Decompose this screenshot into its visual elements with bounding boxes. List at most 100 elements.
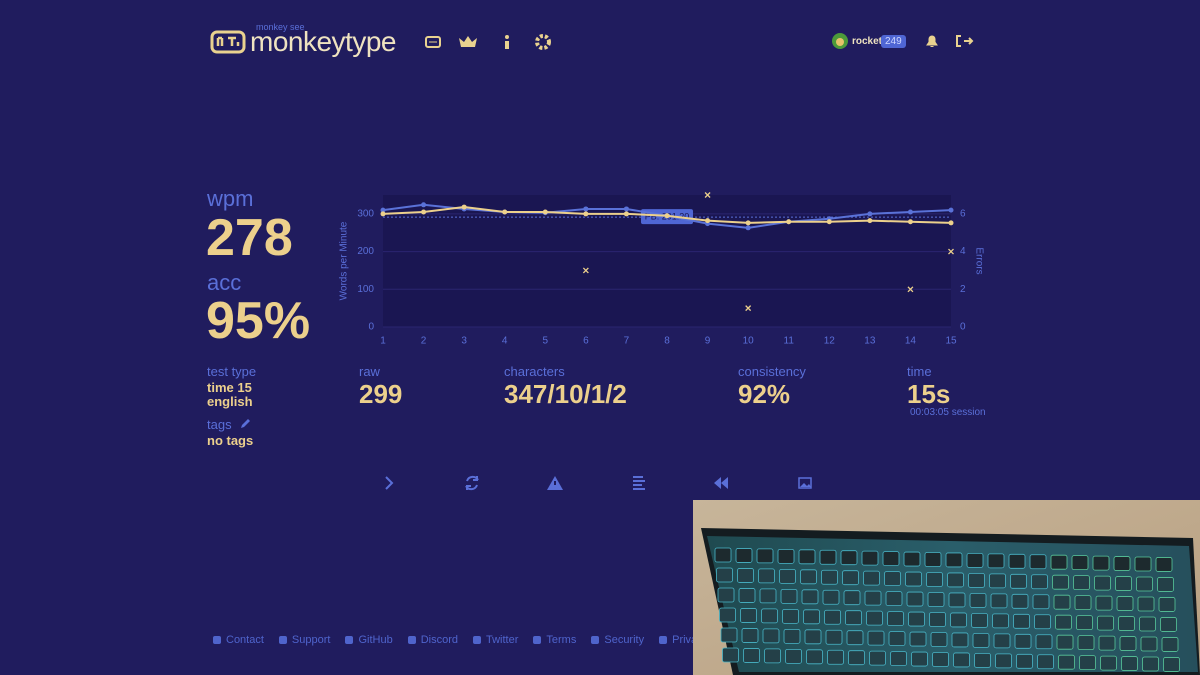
tags-value: no tags [207,433,254,448]
x-tick-label: 9 [705,336,711,347]
keyboard-key [947,572,964,588]
footer-link-text: Contact [226,634,264,646]
keyboard-key [993,633,1011,649]
keyboard-key [758,568,775,584]
keyboard-key [1071,555,1089,571]
keyboard-key [1158,597,1176,612]
series-point [867,218,873,224]
series-point [786,219,792,225]
footer-link[interactable]: Contact [212,634,264,646]
nav-icons[interactable] [424,33,564,51]
footer-icon [278,636,287,644]
username[interactable]: rocket [852,36,883,47]
keyboard-key [737,568,754,583]
avatar[interactable] [832,33,848,49]
y2-tick-label: 4 [960,246,966,257]
keyboard-key [756,548,774,564]
keyboard-key [1016,653,1033,669]
x-tick-label: 12 [824,336,836,347]
logo-icon[interactable] [210,30,246,54]
keyboard-key [804,629,822,645]
wpm-value: 278 [206,209,293,267]
keyboard-key [906,591,924,607]
keyboard-key [884,571,901,586]
keyboard-key [1031,574,1048,590]
characters-label: characters [504,364,565,379]
x-tick-label: 2 [421,336,427,347]
series-point [380,207,386,213]
raw-value: 299 [359,379,403,409]
keyboard-key [1136,576,1153,592]
keyboard-key [738,588,756,603]
y-tick-label: 0 [368,322,374,333]
keyboard-key [924,552,942,567]
keyboard-key [845,610,862,626]
keyboard-key [779,568,796,584]
action-buttons[interactable] [380,474,820,492]
header-icons[interactable] [924,33,976,49]
footer-icon [533,636,542,644]
keyboard-key [1014,633,1032,649]
icon-shape [213,636,221,644]
y2-tick-label: 2 [960,284,966,295]
series-point [867,211,873,217]
keyboard-key [1013,613,1030,629]
keyboard-key [1161,637,1179,652]
icon-shape [659,636,668,644]
series-point [907,219,913,225]
keyboard-key [1116,596,1134,611]
footer-link-text: Support [291,634,331,646]
series-point [745,220,751,226]
series-point [705,218,711,224]
keyboard-key [995,653,1012,669]
test-type-language: english [207,394,253,409]
keyboard-key [929,612,946,627]
keyboard-key [932,652,949,667]
keyboard-key [827,649,844,665]
keyboard-key [722,647,739,663]
series-point [583,211,589,217]
keyboard-key [972,632,990,648]
keyboard-key [1098,635,1116,651]
keyboard-key [948,592,966,608]
x-tick-label: 10 [743,336,755,347]
logo-text[interactable]: monkeytype [250,26,396,57]
keyboard-key [950,612,967,628]
keyboard-key [1140,636,1158,652]
keyboard-key [764,648,781,664]
icon-shape [591,636,600,644]
footer-link[interactable]: GitHub [344,634,393,646]
tags-label: tags [207,417,232,432]
keyboard-key [780,588,798,604]
keyboard-key [1095,595,1113,611]
footer-link[interactable]: Twitter [472,634,518,646]
series-point [826,219,832,225]
keyboard-key [1139,616,1156,632]
edit-tags[interactable] [239,418,251,430]
footer-link-text: Terms [546,634,577,646]
keyboard-key [740,608,757,623]
footer-link[interactable]: Security [590,634,644,646]
keyboard-key [1100,655,1117,671]
error-marker [745,305,752,312]
footer-link[interactable]: Terms [532,634,576,646]
series-point [948,220,954,226]
footer-link[interactable]: Support [278,634,331,646]
series-point [542,209,548,215]
keyboard-key [866,610,883,626]
keyboard-key [890,651,907,667]
acc-value: 95% [206,292,311,350]
footer-link-text: Security [604,634,645,646]
series-point [502,209,508,215]
keyboard-key [953,652,970,668]
x-tick-label: 15 [945,336,957,347]
keyboard-key [990,593,1008,609]
keyboard-key [819,549,837,565]
keyboard-key [1115,576,1132,591]
keyboard-key [882,551,900,566]
series-point [948,207,954,213]
keyboard-key [1092,555,1110,571]
level-badge: 249 [881,35,906,48]
footer-link[interactable]: Discord [407,634,458,646]
keyboard-key [1053,594,1071,610]
